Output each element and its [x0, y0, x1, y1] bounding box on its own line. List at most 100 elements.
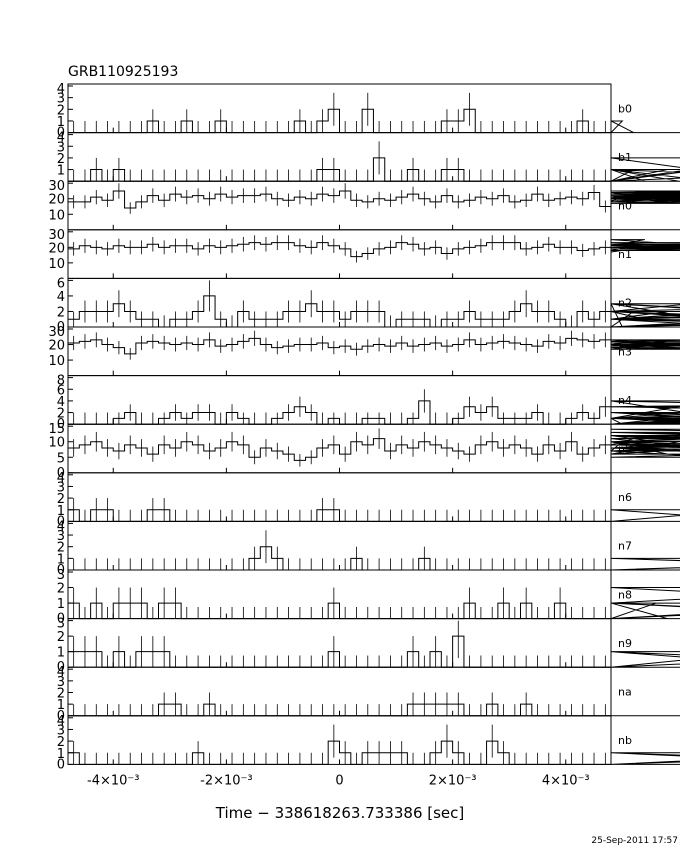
y-tick-label: 1: [57, 552, 65, 567]
y-tick-label: 3: [57, 92, 65, 107]
y-tick-label: 0: [57, 126, 65, 141]
panel-name-label: n5: [618, 443, 632, 456]
y-tick-label: 2: [57, 735, 65, 750]
histogram-nb: [68, 740, 680, 765]
y-tick-label: 10: [48, 436, 65, 451]
panel-frame: [67, 326, 612, 377]
panel-frame: [67, 666, 612, 717]
y-tick-label: 1: [57, 164, 65, 179]
y-tick-label: 3: [57, 723, 65, 738]
timestamp-label: 25-Sep-2011 17:57: [591, 836, 678, 846]
y-tick-label: 4: [57, 290, 65, 305]
y-tick-label: 3: [57, 675, 65, 690]
y-tick-label: 1: [57, 115, 65, 130]
x-tick-label: -4×10⁻³: [87, 773, 139, 788]
histogram-n2: [68, 295, 680, 328]
y-tick-label: 2: [57, 582, 65, 597]
y-tick-label: 10: [48, 208, 65, 223]
panels-group: 01234b01234b1102030n0102030n10246n210203…: [48, 82, 680, 772]
y-tick-label: 0: [57, 466, 65, 481]
histogram-b1: [68, 157, 680, 182]
y-tick-label: 6: [57, 276, 65, 291]
panel-name-label: n4: [618, 394, 632, 407]
panel-name-label: n3: [618, 345, 632, 358]
y-tick-label: 30: [48, 179, 65, 194]
y-tick-label: 2: [57, 103, 65, 118]
panel-name-label: na: [618, 686, 632, 699]
y-tick-label: 20: [48, 193, 65, 208]
y-tick-label: 1: [57, 597, 65, 612]
y-tick-label: 2: [57, 492, 65, 507]
y-tick-label: 3: [57, 480, 65, 495]
y-tick-label: 0: [57, 563, 65, 578]
y-tick-label: 2: [57, 305, 65, 320]
y-tick-label: 0: [57, 320, 65, 335]
panel-frame: [67, 375, 612, 425]
histogram-n8: [68, 587, 680, 620]
y-tick-label: 3: [57, 529, 65, 544]
y-tick-label: 30: [48, 325, 65, 340]
panel-name-label: n8: [618, 588, 632, 601]
y-tick-label: 4: [57, 665, 65, 680]
histogram-n6: [68, 509, 680, 522]
y-tick-label: 2: [57, 541, 65, 556]
panel-name-label: n0: [618, 200, 632, 213]
y-tick-label: 2: [57, 687, 65, 702]
panel-name-label: n2: [618, 297, 632, 310]
panel-frame: [67, 715, 612, 765]
histogram-b0: [68, 108, 680, 134]
y-tick-label: 1: [57, 747, 65, 762]
panel-name-label: n7: [618, 540, 632, 553]
histogram-na: [68, 703, 680, 717]
y-tick-label: 15: [48, 422, 65, 437]
panel-frame: [67, 180, 612, 231]
y-tick-label: 3: [57, 617, 65, 632]
panel-frame: [67, 520, 612, 571]
histogram-n5: [68, 428, 680, 474]
panel-frame: [67, 229, 612, 279]
y-tick-label: 4: [57, 519, 65, 534]
y-tick-label: 4: [57, 714, 65, 729]
y-tick-label: 2: [57, 407, 65, 422]
x-tick-label: 0: [335, 773, 343, 788]
panel-name-label: b0: [618, 102, 632, 115]
y-tick-label: 0: [57, 612, 65, 627]
x-tick-label: 4×10⁻³: [542, 773, 590, 788]
x-axis-label: Time − 338618263.733386 [sec]: [215, 804, 465, 822]
y-tick-label: 5: [57, 451, 65, 466]
y-tick-label: 0: [57, 514, 65, 529]
y-tick-label: 20: [48, 339, 65, 354]
histogram-n1: [68, 239, 680, 279]
y-tick-label: 3: [57, 140, 65, 155]
y-tick-label: 10: [48, 257, 65, 272]
panel-name-label: n6: [618, 491, 632, 504]
histogram-n9: [68, 635, 680, 668]
histogram-n7: [68, 546, 680, 571]
y-tick-label: 4: [57, 82, 65, 97]
x-tick-label: 2×10⁻³: [429, 773, 477, 788]
y-tick-label: 6: [57, 383, 65, 398]
y-tick-label: 20: [48, 241, 65, 256]
y-tick-label: 0: [57, 709, 65, 724]
y-tick-label: 0: [57, 757, 65, 772]
y-tick-label: 0: [57, 417, 65, 432]
panel-name-label: b1: [618, 151, 632, 164]
histogram-n4: [68, 400, 680, 425]
panel-name-label: n1: [618, 248, 632, 261]
x-axis: -4×10⁻³ -2×10⁻³ 0 2×10⁻³ 4×10⁻³: [87, 773, 590, 788]
panel-name-label: nb: [618, 734, 632, 747]
